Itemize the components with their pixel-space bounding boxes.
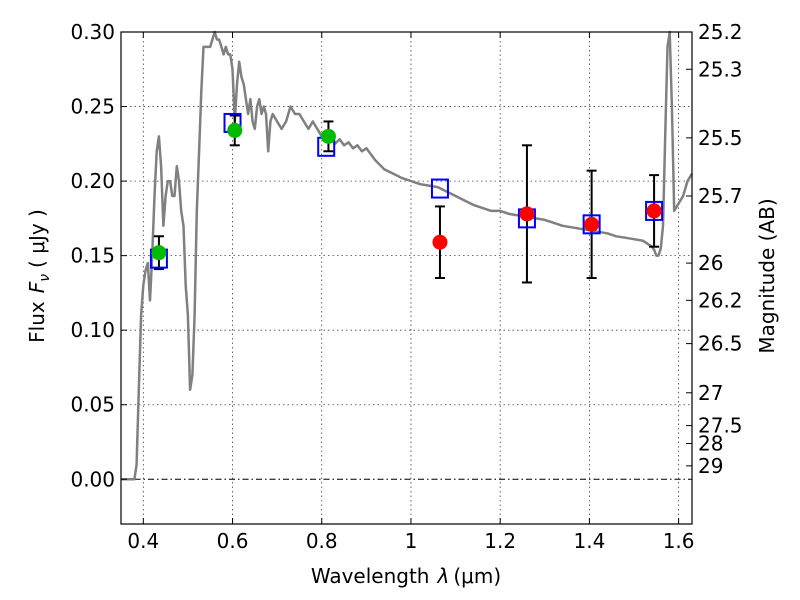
y2-tick-label: 25.7 bbox=[698, 184, 743, 208]
x-tick-label: 1.2 bbox=[484, 529, 516, 553]
observed-flux-point bbox=[519, 206, 535, 222]
y-axis-label-symbol: F bbox=[25, 281, 49, 293]
y2-tick-label: 26.5 bbox=[698, 332, 743, 356]
y2-tick-label: 25.5 bbox=[698, 126, 743, 150]
y-axis-label-text: Flux bbox=[25, 301, 49, 343]
y2-tick-label: 26 bbox=[698, 251, 723, 275]
x-axis-label-symbol: λ bbox=[437, 564, 450, 588]
x-axis-label: Wavelength λ (μm) bbox=[311, 564, 501, 588]
y2-tick-label: 25.3 bbox=[698, 57, 743, 81]
y-tick-label: 0.10 bbox=[70, 318, 115, 342]
x-axis-label-unit: (μm) bbox=[453, 564, 501, 588]
x-tick-label: 1.4 bbox=[573, 529, 605, 553]
y-tick-label: 0.00 bbox=[70, 467, 115, 491]
x-tick-label: 0.4 bbox=[127, 529, 159, 553]
observed-flux-point bbox=[227, 122, 243, 138]
observed-flux-point bbox=[151, 245, 167, 261]
ticks-layer: 0.4 0.6 0.8 1 1.2 1.4 1.6 0.00 0.05 0.10 0.15 0.20 0… bbox=[70, 20, 742, 553]
model-flux-square bbox=[582, 214, 601, 235]
x-tick-label: 1 bbox=[405, 529, 418, 553]
y2-tick-label: 27 bbox=[698, 381, 723, 405]
observed-flux-point bbox=[584, 216, 600, 232]
y-tick-label: 0.20 bbox=[70, 169, 115, 193]
y2-tick-label: 27.5 bbox=[698, 414, 743, 438]
marks-layer bbox=[149, 112, 664, 284]
grid-layer bbox=[121, 31, 692, 524]
y-tick-label: 0.05 bbox=[70, 393, 115, 417]
observed-flux-point bbox=[646, 203, 662, 219]
y2-tick-label: 29 bbox=[698, 454, 723, 478]
y-tick-label: 0.15 bbox=[70, 244, 115, 268]
y2-tick-label: 26.2 bbox=[698, 288, 743, 312]
y-tick-label: 0.30 bbox=[70, 20, 115, 44]
x-tick-label: 1.6 bbox=[663, 529, 695, 553]
model-flux-square bbox=[645, 200, 664, 221]
x-tick-label: 0.8 bbox=[306, 529, 338, 553]
observed-flux-point bbox=[320, 128, 336, 144]
y2-tick-label: 25.2 bbox=[698, 20, 743, 44]
y2-tick-label: 28 bbox=[698, 431, 723, 455]
observed-flux-point bbox=[432, 234, 448, 250]
model-flux-square bbox=[430, 178, 449, 199]
y-tick-label: 0.25 bbox=[70, 95, 115, 119]
y-axis-label: Flux Fν ( μJy ) bbox=[25, 209, 53, 343]
x-tick-label: 0.6 bbox=[217, 529, 249, 553]
y-axis-label-unit: ( μJy ) bbox=[25, 209, 49, 268]
x-axis-label-text: Wavelength bbox=[311, 564, 430, 588]
y2-axis-label: Magnitude (AB) bbox=[755, 198, 779, 353]
y-axis-label-subscript: ν bbox=[37, 274, 53, 282]
plot-frame bbox=[120, 31, 693, 525]
